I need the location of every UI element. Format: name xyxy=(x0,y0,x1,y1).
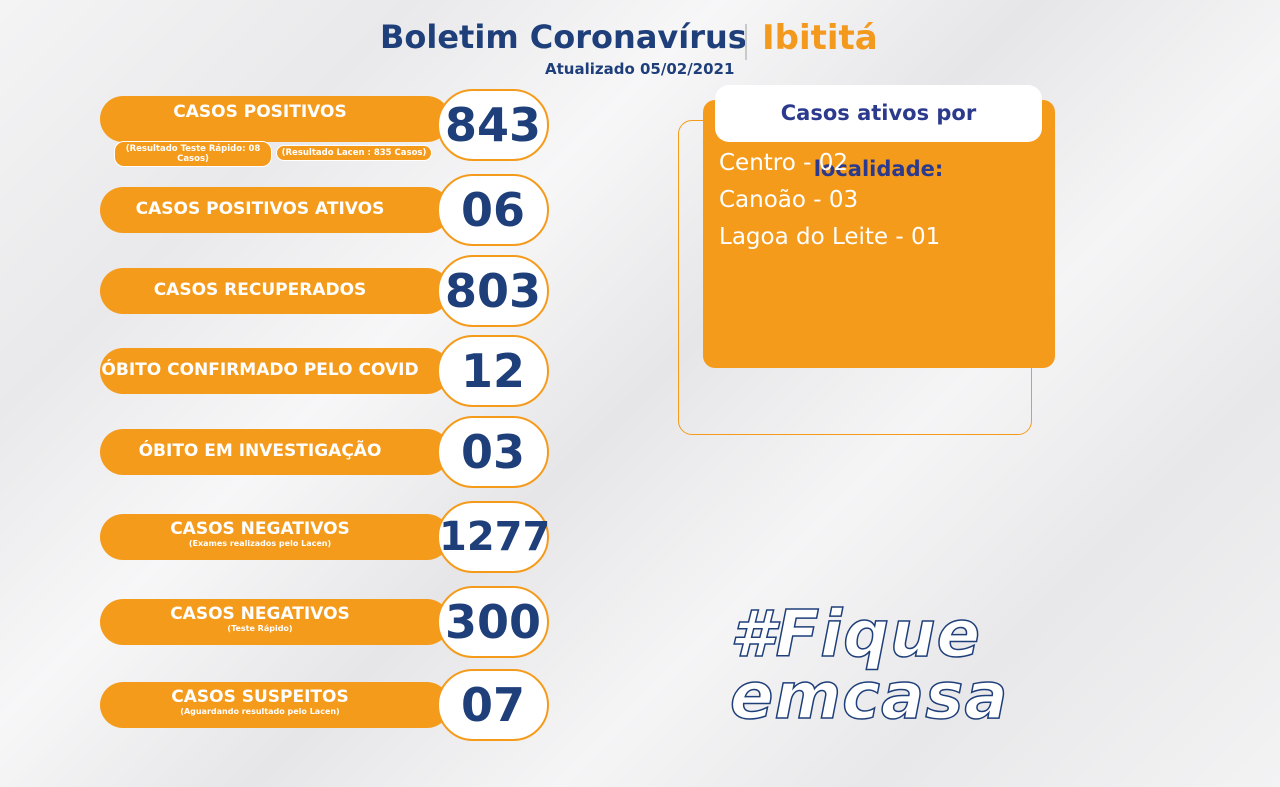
stat-label: CASOS RECUPERADOS xyxy=(153,280,367,300)
stat-pill: ÓBITO EM INVESTIGAÇÃO xyxy=(100,429,450,475)
stat-label: CASOS NEGATIVOS xyxy=(170,519,350,539)
stat-pill: CASOS SUSPEITOS (Aguardando resultado pel… xyxy=(100,682,450,728)
stat-label: ÓBITO EM INVESTIGAÇÃO xyxy=(138,441,382,461)
stat-sublabel: (Aguardando resultado pelo Lacen) xyxy=(180,707,340,716)
stat-value: 03 xyxy=(437,416,549,488)
stat-label: CASOS SUSPEITOS xyxy=(171,687,349,707)
panel xyxy=(703,100,1055,368)
stat-pill: CASOS NEGATIVOS (Teste Rápido) xyxy=(100,599,450,645)
hashtag: #Fique xyxy=(729,597,981,673)
stat-pill: ÓBITO CONFIRMADO PELO COVID xyxy=(100,348,450,394)
stat-note: (Resultado Teste Rápido: 08 Casos) xyxy=(114,141,272,167)
stat-pill: CASOS NEGATIVOS (Exames realizados pelo L… xyxy=(100,514,450,560)
stat-value: 12 xyxy=(437,335,549,407)
stat-label: CASOS POSITIVOS xyxy=(173,102,347,122)
stat-sublabel: (Exames realizados pelo Lacen) xyxy=(188,539,332,548)
locality: Lagoa do Leite - 01 xyxy=(719,224,941,250)
stat-label: CASOS POSITIVOS ATIVOS xyxy=(135,199,385,219)
title: Boletim Coronavírus xyxy=(380,18,747,56)
separator xyxy=(745,24,747,60)
locality: Centro - 02 xyxy=(719,150,849,176)
stat-label: ÓBITO CONFIRMADO PELO COVID xyxy=(101,360,419,380)
stat-pill: CASOS POSITIVOS xyxy=(100,96,450,142)
stat-note: (Resultado Lacen : 835 Casos) xyxy=(276,145,432,161)
stat-value: 803 xyxy=(437,255,549,327)
stat-value: 300 xyxy=(437,586,549,658)
hashtag: emcasa xyxy=(729,659,1009,735)
stat-pill: CASOS POSITIVOS ATIVOS xyxy=(100,187,450,233)
stat-pill: CASOS RECUPERADOS xyxy=(100,268,450,314)
stat-label: CASOS NEGATIVOS xyxy=(170,604,350,624)
stat-value: 07 xyxy=(437,669,549,741)
stat-value: 06 xyxy=(437,174,549,246)
locality: Canoão - 03 xyxy=(719,187,859,213)
panel-title: Casos ativos por localidade: xyxy=(715,85,1042,181)
stat-value: 1277 xyxy=(437,501,550,573)
location: Ibititá xyxy=(762,18,878,58)
stat-sublabel: (Teste Rápido) xyxy=(227,624,293,633)
stat-value: 843 xyxy=(437,89,549,161)
updated: Atualizado 05/02/2021 xyxy=(545,60,735,78)
